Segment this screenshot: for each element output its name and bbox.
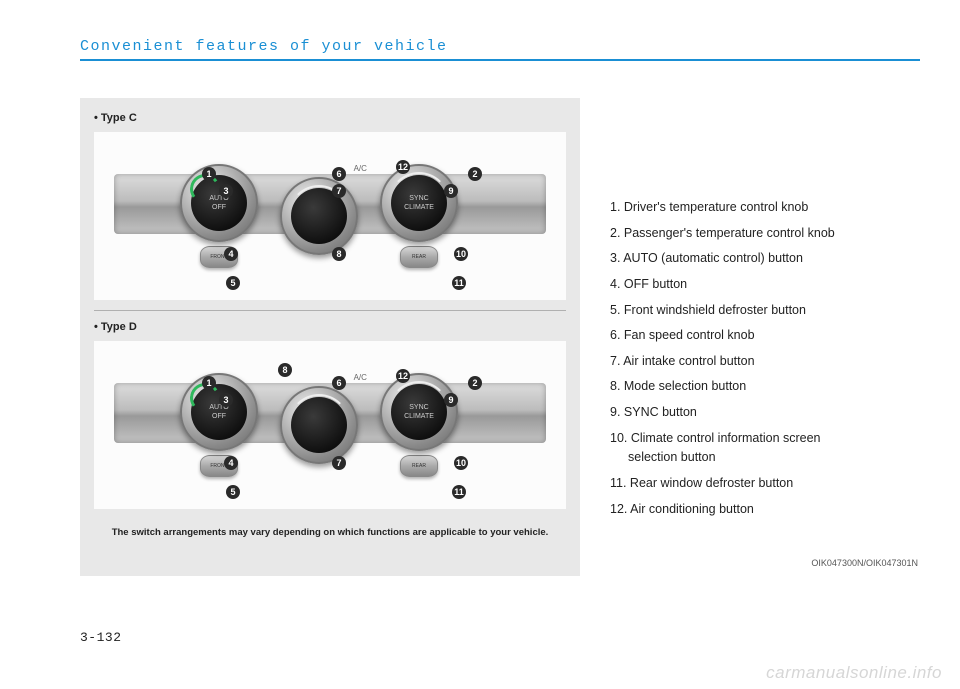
fan-speed-dial [280,177,358,255]
callout-number: 8 [278,363,292,377]
arc-white-icon [388,172,450,234]
callout-number: 10 [454,456,468,470]
ac-label: A/C [354,164,367,173]
list-item: 8. Mode selection button [610,374,930,400]
passenger-temp-dial: SYNC CLIMATE [380,373,458,451]
ac-label: A/C [354,373,367,382]
list-item: 5. Front windshield defroster button [610,298,930,324]
type-c-label: • Type C [94,112,566,124]
dial-left-wrap: AUTO OFF FRONT [180,373,258,477]
rear-defrost-btn: REAR [400,455,438,477]
arc-white-icon [388,381,450,443]
callout-number: 6 [332,376,346,390]
list-item: 9. SYNC button [610,400,930,426]
page-header: Convenient features of your vehicle [80,38,920,61]
list-item: 1. Driver's temperature control knob [610,195,930,221]
arc-white-icon [288,394,350,456]
panel-type-c: A/C AUTO OFF FRONT SYNC CLIM [94,132,566,300]
callout-number: 2 [468,167,482,181]
figure-footnote: The switch arrangements may vary dependi… [94,527,566,538]
figure-credit: OIK047300N/OIK047301N [811,558,918,568]
rear-defrost-btn: REAR [400,246,438,268]
fan-speed-dial [280,386,358,464]
callout-number: 7 [332,456,346,470]
list-item: 3. AUTO (automatic control) button [610,246,930,272]
type-d-label: • Type D [94,321,566,333]
passenger-temp-dial: SYNC CLIMATE [380,164,458,242]
header-divider [80,59,920,61]
list-item: 4. OFF button [610,272,930,298]
callout-number: 6 [332,167,346,181]
driver-temp-dial: AUTO OFF [180,164,258,242]
callout-number: 4 [224,456,238,470]
driver-temp-dial: AUTO OFF [180,373,258,451]
page-number: 3-132 [80,630,122,645]
sub-label: REAR [412,254,426,260]
callout-number: 9 [444,393,458,407]
section-title: Convenient features of your vehicle [80,38,920,59]
list-item: 2. Passenger's temperature control knob [610,221,930,247]
callout-list: 1. Driver's temperature control knob2. P… [610,195,930,522]
callout-number: 12 [396,369,410,383]
callout-number: 12 [396,160,410,174]
callout-number: 2 [468,376,482,390]
callout-number: 9 [444,184,458,198]
callout-number: 3 [219,184,233,198]
dial-text: OFF [212,203,226,212]
figure-block: • Type C A/C AUTO OFF FRONT [80,98,580,576]
callout-number: 11 [452,485,466,499]
list-item: 11. Rear window defroster button [610,471,930,497]
panel-type-d: A/C AUTO OFF FRONT SYNC CLIM [94,341,566,509]
callout-number: 1 [202,376,216,390]
list-item: 7. Air intake control button [610,349,930,375]
callout-number: 8 [332,247,346,261]
list-item: 12. Air conditioning button [610,497,930,523]
watermark: carmanualsonline.info [766,663,942,683]
callout-number: 4 [224,247,238,261]
dial-right-wrap: SYNC CLIMATE REAR [380,373,458,477]
callout-number: 10 [454,247,468,261]
dial-right-wrap: SYNC CLIMATE REAR [380,164,458,268]
figure-divider [94,310,566,311]
callout-number: 11 [452,276,466,290]
sub-label: REAR [412,463,426,469]
dial-center-wrap [280,386,358,464]
dial-text: OFF [212,412,226,421]
callout-number: 7 [332,184,346,198]
callout-number: 5 [226,276,240,290]
callout-number: 3 [219,393,233,407]
list-item: 6. Fan speed control knob [610,323,930,349]
callout-number: 5 [226,485,240,499]
dial-center-wrap [280,177,358,255]
callout-number: 1 [202,167,216,181]
dial-left-wrap: AUTO OFF FRONT [180,164,258,268]
